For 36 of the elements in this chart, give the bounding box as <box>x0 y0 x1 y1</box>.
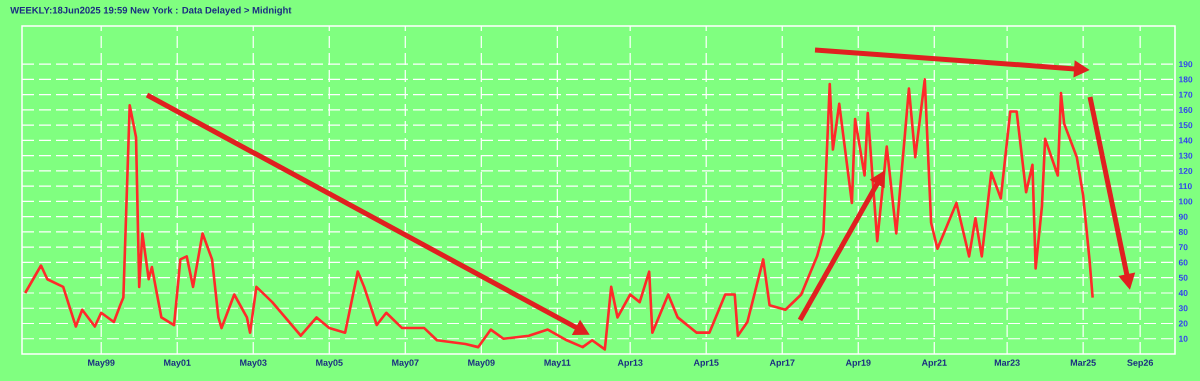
x-tick-label: May01 <box>164 359 191 368</box>
x-tick-label: May99 <box>88 359 115 368</box>
line-series <box>23 78 1094 351</box>
y-tick-label: 20 <box>1178 320 1188 327</box>
x-tick-label: Apr21 <box>921 359 947 368</box>
y-tick-label: 120 <box>1179 167 1193 174</box>
x-tick-label: Apr13 <box>617 359 643 368</box>
x-tick-label: Apr15 <box>693 359 719 368</box>
y-tick-label: 160 <box>1179 106 1193 113</box>
x-tick-label: Apr17 <box>769 359 795 368</box>
y-tick-label: 100 <box>1179 198 1193 205</box>
x-tick-label: May07 <box>392 359 419 368</box>
y-tick-label: 90 <box>1178 213 1188 220</box>
x-tick-label: Mar25 <box>1070 359 1096 366</box>
x-tick-label: May11 <box>544 359 571 368</box>
y-tick-label: 180 <box>1179 76 1193 83</box>
y-tick-label: 50 <box>1178 274 1188 281</box>
y-tick-label: 10 <box>1179 335 1188 342</box>
y-tick-label: 140 <box>1179 137 1193 144</box>
x-tick-label: May03 <box>240 359 267 368</box>
y-tick-label: 170 <box>1179 91 1193 98</box>
y-tick-label: 40 <box>1178 289 1188 296</box>
y-tick-label: 190 <box>1179 61 1193 68</box>
y-tick-label: 60 <box>1178 259 1188 266</box>
y-tick-label: 30 <box>1178 305 1188 312</box>
x-tick-label: Mar23 <box>994 359 1020 366</box>
y-tick-label: 130 <box>1179 152 1193 159</box>
y-tick-label: 150 <box>1179 122 1193 129</box>
y-tick-label: 80 <box>1178 228 1188 235</box>
x-tick-label: May09 <box>468 359 495 368</box>
chart-title: WEEKLY:18Jun2025 19:59 New York : Data Delayed > Midnight <box>10 6 292 16</box>
x-tick-label: Sep26 <box>1127 359 1154 368</box>
x-tick-label: May05 <box>316 359 343 368</box>
y-tick-label: 110 <box>1179 183 1192 190</box>
y-tick-label: 70 <box>1178 244 1188 251</box>
x-tick-label: Apr19 <box>845 359 871 368</box>
